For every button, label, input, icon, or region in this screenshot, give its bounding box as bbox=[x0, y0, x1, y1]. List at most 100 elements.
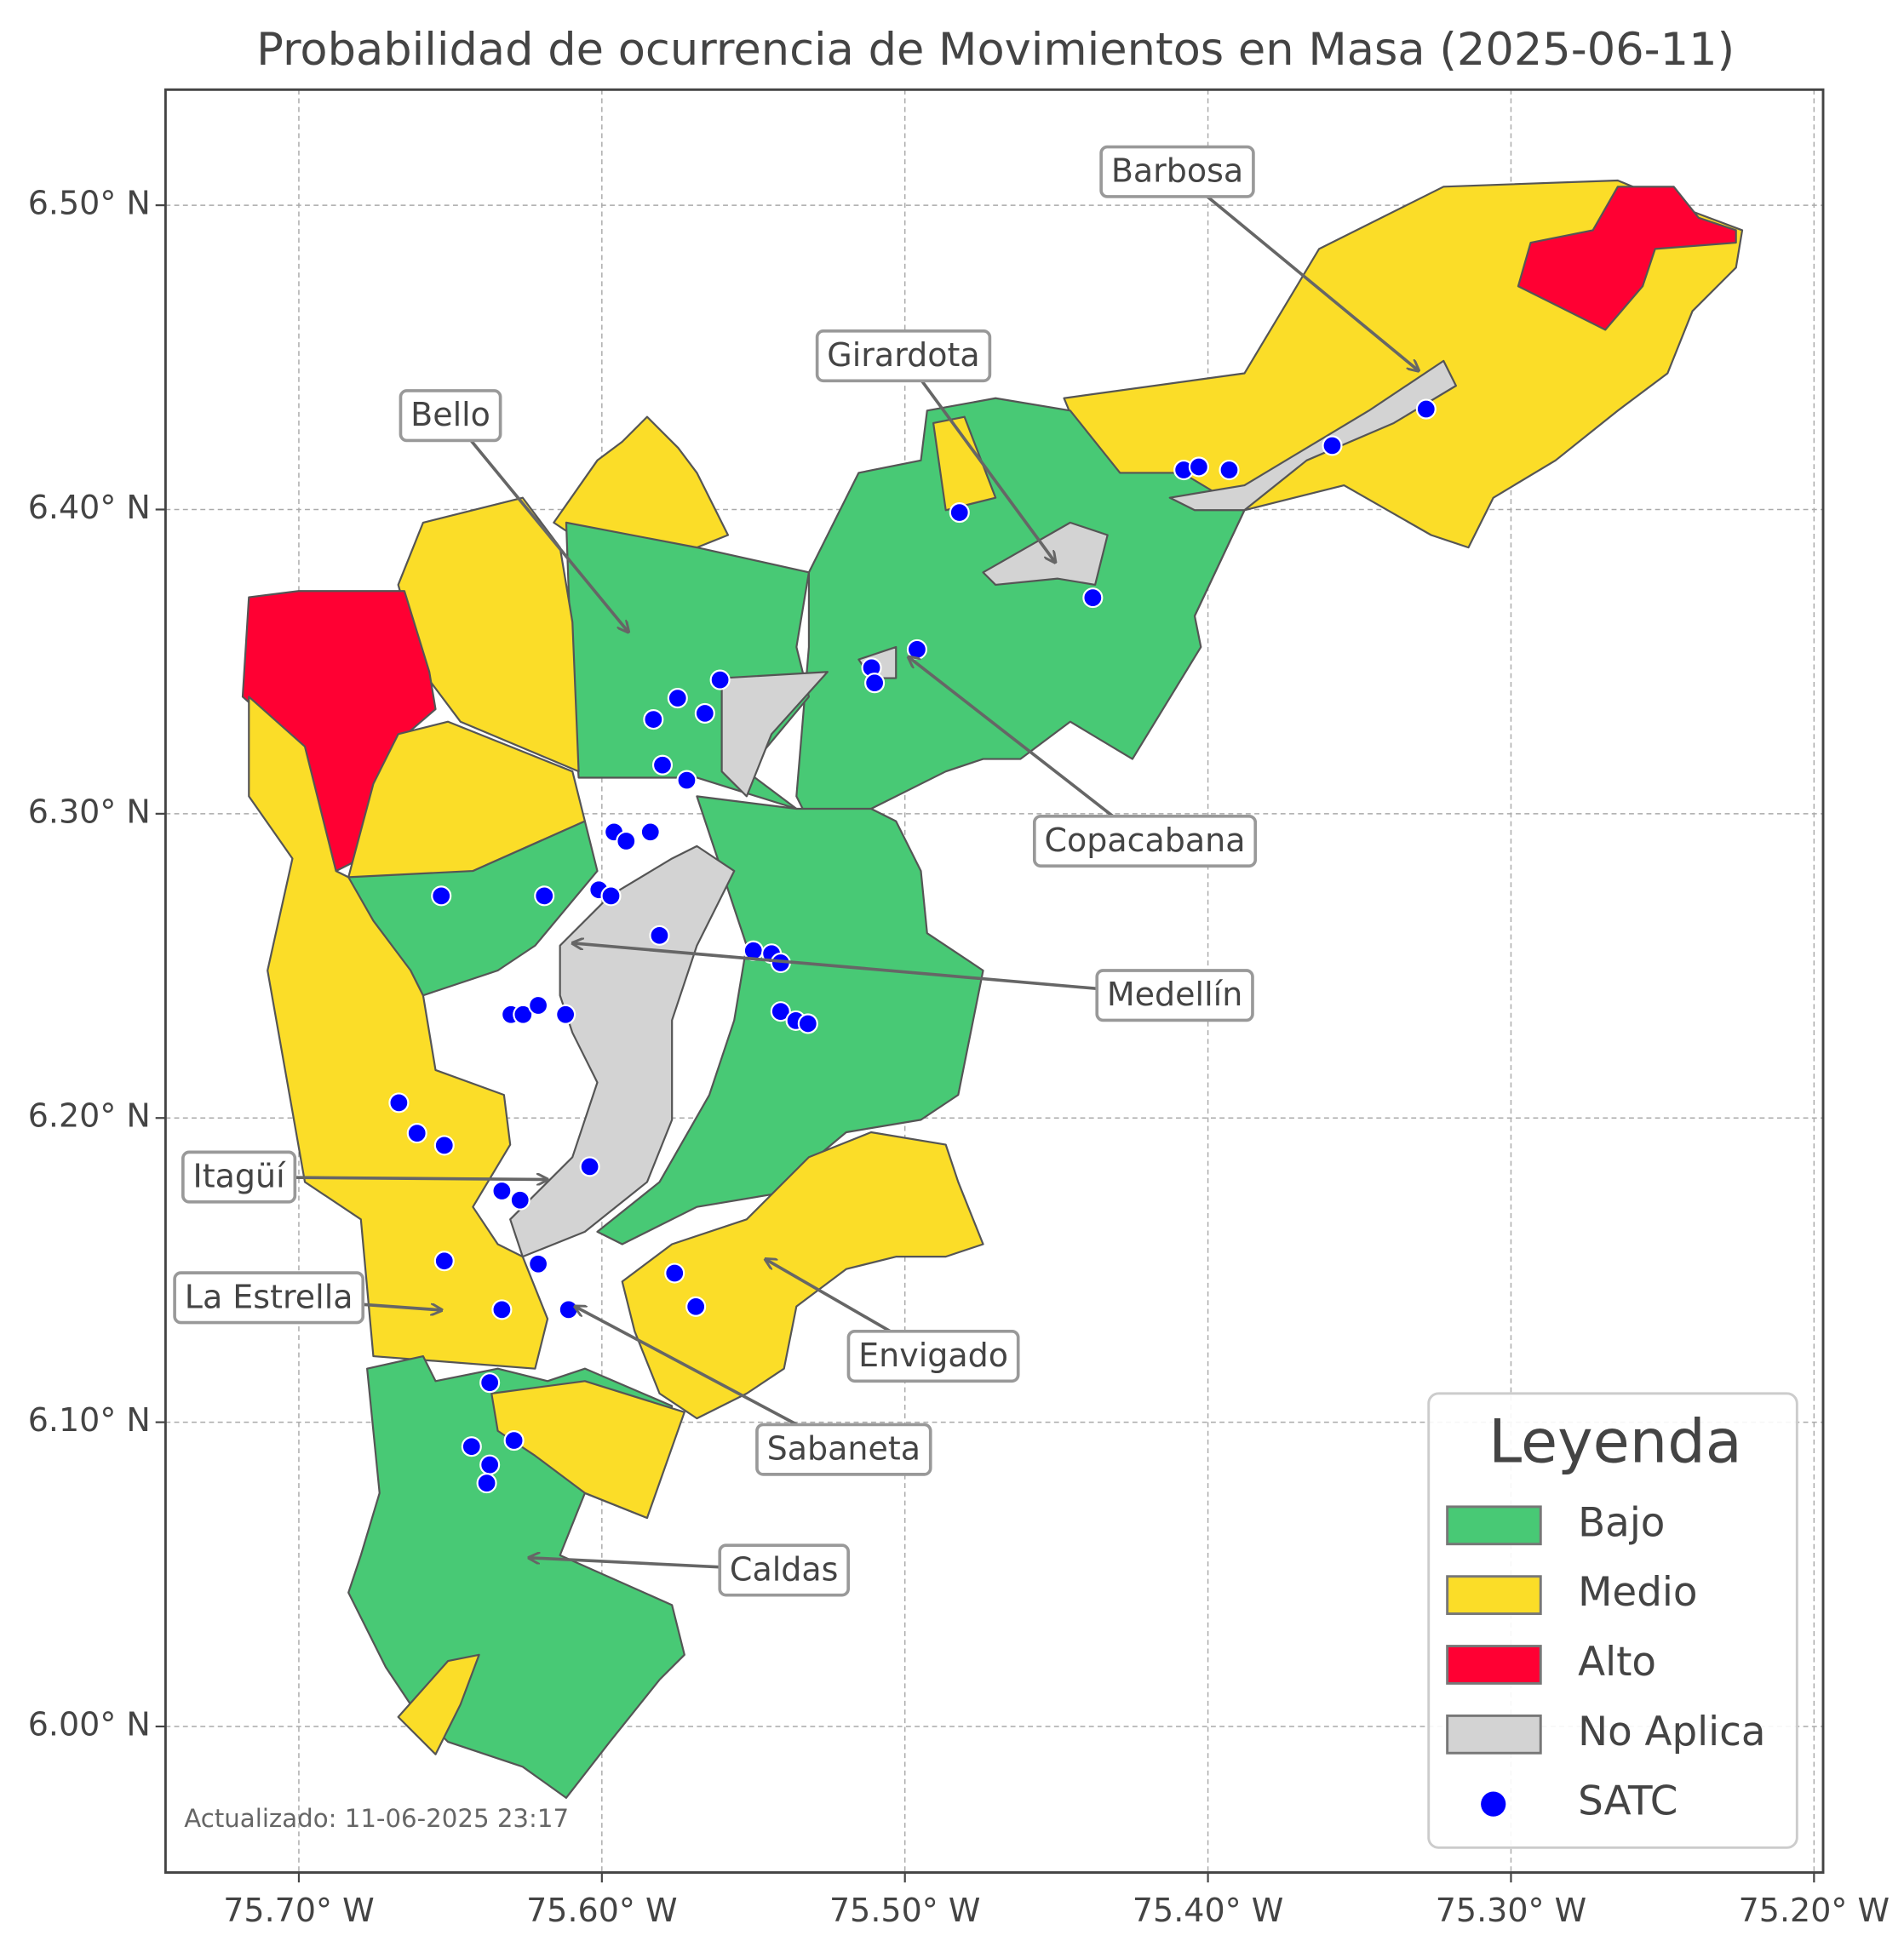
region bbox=[248, 696, 586, 1370]
station-point bbox=[406, 1123, 427, 1144]
region bbox=[397, 496, 580, 773]
station-point bbox=[1322, 435, 1343, 456]
region bbox=[397, 1653, 480, 1755]
footnote: Actualizado: 11-06-2025 23:17 bbox=[184, 1804, 569, 1833]
annotation-arrow bbox=[1176, 170, 1419, 371]
legend-marker bbox=[1481, 1791, 1506, 1817]
annotation-box bbox=[181, 1150, 297, 1204]
station-point bbox=[491, 1299, 513, 1320]
annotation-label: Itagüí bbox=[193, 1158, 287, 1195]
region bbox=[490, 1380, 685, 1520]
station-point bbox=[479, 1454, 501, 1475]
annotation-label: Envigado bbox=[858, 1337, 1008, 1374]
annotation-arrow bbox=[572, 943, 1175, 998]
legend-title: Leyenda bbox=[1488, 1406, 1742, 1476]
annotation-box bbox=[718, 1543, 850, 1597]
y-tick-label: 6.20° N bbox=[28, 1097, 151, 1135]
y-tick-label: 6.40° N bbox=[28, 489, 151, 526]
region bbox=[1517, 186, 1737, 331]
station-point bbox=[433, 1135, 455, 1156]
annotation-box bbox=[755, 1423, 932, 1476]
station-point bbox=[639, 822, 661, 843]
station-point bbox=[433, 1251, 455, 1272]
legend-swatch bbox=[1446, 1575, 1542, 1616]
x-tick-label: 75.40° W bbox=[1133, 1892, 1283, 1929]
region bbox=[347, 820, 599, 997]
station-point bbox=[649, 925, 670, 946]
station-point bbox=[709, 669, 731, 690]
station-point bbox=[1219, 459, 1240, 481]
legend-swatch bbox=[1446, 1714, 1542, 1755]
station-point bbox=[528, 1253, 549, 1274]
legend-label: SATC bbox=[1578, 1779, 1677, 1825]
station-point bbox=[1188, 456, 1209, 478]
annotation-box bbox=[399, 389, 502, 443]
legend-label: Medio bbox=[1578, 1570, 1697, 1616]
station-point bbox=[558, 1299, 579, 1320]
stations bbox=[388, 398, 1437, 1494]
station-point bbox=[555, 1004, 576, 1025]
annotation-label: Medellín bbox=[1107, 976, 1242, 1013]
annotation-box bbox=[173, 1271, 365, 1325]
annotation-box bbox=[846, 1329, 1020, 1383]
station-point bbox=[431, 885, 452, 907]
x-tick-label: 75.20° W bbox=[1739, 1892, 1890, 1929]
legend-swatch bbox=[1446, 1505, 1542, 1546]
station-point bbox=[491, 1180, 513, 1202]
x-tick-label: 75.70° W bbox=[223, 1892, 374, 1929]
annotation-box bbox=[1032, 814, 1258, 868]
station-point bbox=[643, 709, 664, 730]
station-point bbox=[770, 1001, 791, 1022]
annotation-arrow bbox=[449, 415, 628, 632]
legend-label: Bajo bbox=[1578, 1500, 1665, 1546]
station-point bbox=[1415, 398, 1437, 420]
plot-frame bbox=[163, 88, 1825, 1875]
y-tick-label: 6.00° N bbox=[28, 1706, 151, 1743]
station-point bbox=[479, 1372, 501, 1394]
x-tick-label: 75.60° W bbox=[526, 1892, 677, 1929]
annotation-label: Bello bbox=[410, 396, 490, 433]
annotations: Barbosa Girardota Bello Copacabana Medellín I… bbox=[173, 145, 1419, 1597]
annotation-box bbox=[1095, 969, 1254, 1022]
y-tick-label: 6.50° N bbox=[28, 185, 151, 222]
station-point bbox=[1082, 587, 1104, 609]
station-point bbox=[616, 830, 637, 852]
annotation-label: Caldas bbox=[730, 1550, 839, 1588]
station-point bbox=[651, 754, 674, 776]
annotation-arrow bbox=[909, 657, 1146, 843]
region bbox=[795, 397, 1246, 847]
station-point bbox=[906, 638, 927, 660]
annotation-box bbox=[1099, 145, 1255, 198]
station-point bbox=[528, 994, 549, 1016]
station-point bbox=[600, 885, 622, 907]
station-point bbox=[534, 885, 555, 907]
station-point bbox=[949, 502, 970, 524]
station-point bbox=[685, 1296, 707, 1317]
annotation-label: Girardota bbox=[827, 336, 979, 374]
legend-label: No Aplica bbox=[1578, 1709, 1765, 1755]
station-point bbox=[676, 770, 697, 791]
regions bbox=[241, 179, 1744, 1799]
station-point bbox=[509, 1189, 530, 1211]
station-point bbox=[579, 1156, 600, 1177]
x-tick-label: 75.30° W bbox=[1436, 1892, 1586, 1929]
annotation-label: Sabaneta bbox=[767, 1430, 920, 1468]
station-point bbox=[461, 1436, 482, 1457]
x-tick-label: 75.50° W bbox=[829, 1892, 980, 1929]
station-point bbox=[797, 1013, 818, 1034]
station-point bbox=[388, 1092, 410, 1114]
station-point bbox=[513, 1004, 534, 1025]
station-point bbox=[864, 673, 886, 694]
annotation-label: Copacabana bbox=[1044, 822, 1245, 859]
region bbox=[621, 1131, 984, 1420]
region bbox=[509, 845, 736, 1258]
chart-title: Probabilidad de ocurrencia de Movimiento… bbox=[256, 24, 1735, 76]
legend-label: Alto bbox=[1578, 1640, 1656, 1686]
annotation-box bbox=[815, 329, 992, 383]
station-point bbox=[667, 688, 688, 709]
y-tick-label: 6.30° N bbox=[28, 793, 151, 830]
station-point bbox=[503, 1430, 525, 1451]
y-tick-label: 6.10° N bbox=[28, 1401, 151, 1439]
